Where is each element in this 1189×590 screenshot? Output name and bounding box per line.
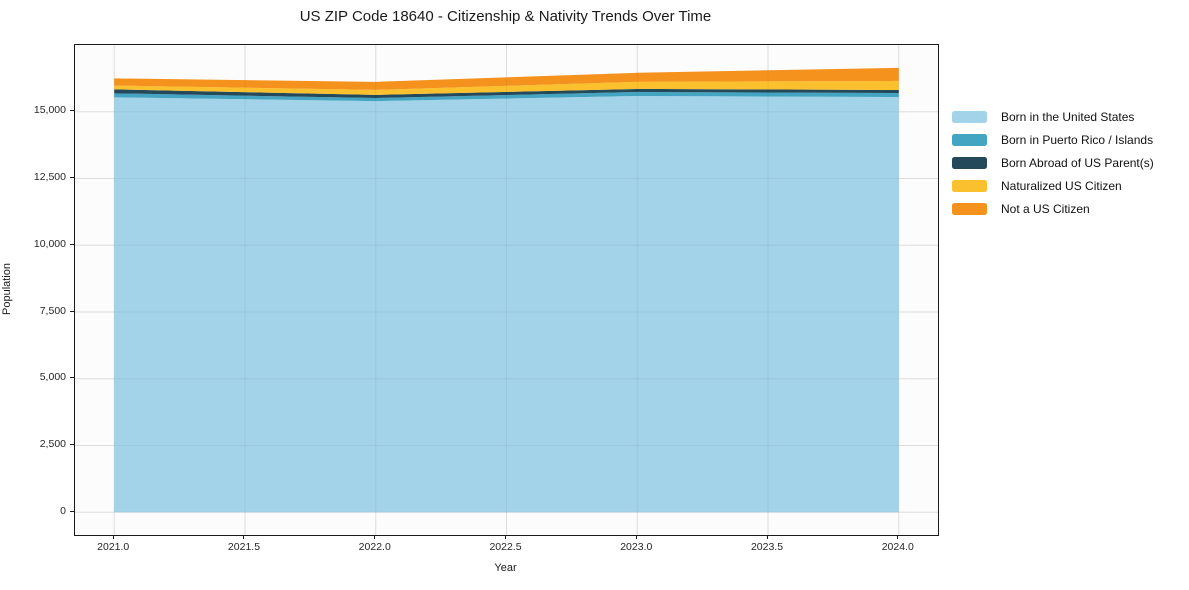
x-tick-label: 2021.0 bbox=[97, 541, 130, 553]
y-tick-label: 7,500 bbox=[39, 304, 66, 317]
y-tick-mark bbox=[70, 110, 74, 112]
area-series bbox=[114, 88, 899, 99]
x-tick-label: 2024.0 bbox=[881, 541, 914, 553]
y-tick-mark bbox=[70, 510, 74, 512]
x-tick-mark bbox=[374, 535, 376, 539]
y-tick-label: 0 bbox=[60, 504, 66, 517]
legend-item: Naturalized US Citizen bbox=[952, 174, 1154, 197]
x-tick-mark bbox=[635, 535, 637, 539]
chart-title: US ZIP Code 18640 - Citizenship & Nativi… bbox=[299, 8, 712, 25]
x-axis-label: Year bbox=[494, 562, 517, 574]
area-series bbox=[114, 80, 899, 95]
legend-item: Born Abroad of US Parent(s) bbox=[952, 151, 1154, 174]
legend-label: Naturalized US Citizen bbox=[1001, 178, 1122, 193]
y-tick-mark bbox=[70, 444, 74, 446]
plot-area bbox=[74, 44, 939, 536]
x-tick-label: 2021.5 bbox=[227, 541, 261, 553]
x-tick-mark bbox=[112, 535, 114, 539]
y-tick-label: 15,000 bbox=[33, 104, 66, 117]
area-series bbox=[114, 67, 899, 90]
legend-swatch-icon bbox=[952, 202, 987, 215]
y-tick-label: 12,500 bbox=[33, 171, 66, 183]
x-tick-mark bbox=[505, 535, 506, 539]
legend-label: Born in the United States bbox=[1001, 109, 1135, 124]
y-tick-mark bbox=[70, 310, 74, 312]
x-tick-mark bbox=[897, 535, 899, 539]
y-tick-label: 2,500 bbox=[39, 438, 66, 451]
y-tick-mark bbox=[70, 243, 74, 245]
legend: Born in the United States Born in Puerto … bbox=[952, 105, 1154, 220]
x-tick-mark bbox=[766, 535, 768, 539]
legend-swatch-icon bbox=[952, 133, 987, 146]
x-tick-label: 2023.0 bbox=[620, 541, 653, 553]
x-tick-mark bbox=[243, 535, 245, 539]
legend-label: Not a US Citizen bbox=[1001, 201, 1090, 216]
legend-item: Born in Puerto Rico / Islands bbox=[952, 128, 1154, 151]
y-tick-mark bbox=[70, 177, 74, 178]
legend-swatch-icon bbox=[952, 110, 987, 123]
legend-item: Not a US Citizen bbox=[952, 197, 1154, 220]
legend-swatch-icon bbox=[952, 156, 987, 169]
stacked-area-plot bbox=[75, 45, 938, 535]
y-tick-label: 10,000 bbox=[33, 237, 66, 250]
x-tick-label: 2022.0 bbox=[358, 541, 391, 553]
y-tick-label: 5,000 bbox=[39, 371, 66, 384]
legend-item: Born in the United States bbox=[952, 105, 1154, 128]
area-series bbox=[114, 92, 899, 102]
legend-swatch-icon bbox=[952, 179, 987, 192]
legend-label: Born in Puerto Rico / Islands bbox=[1001, 132, 1154, 147]
y-tick-mark bbox=[70, 377, 74, 379]
x-tick-label: 2022.5 bbox=[489, 541, 522, 553]
area-series bbox=[114, 96, 899, 513]
x-tick-label: 2023.5 bbox=[750, 541, 784, 553]
legend-label: Born Abroad of US Parent(s) bbox=[1001, 155, 1154, 170]
